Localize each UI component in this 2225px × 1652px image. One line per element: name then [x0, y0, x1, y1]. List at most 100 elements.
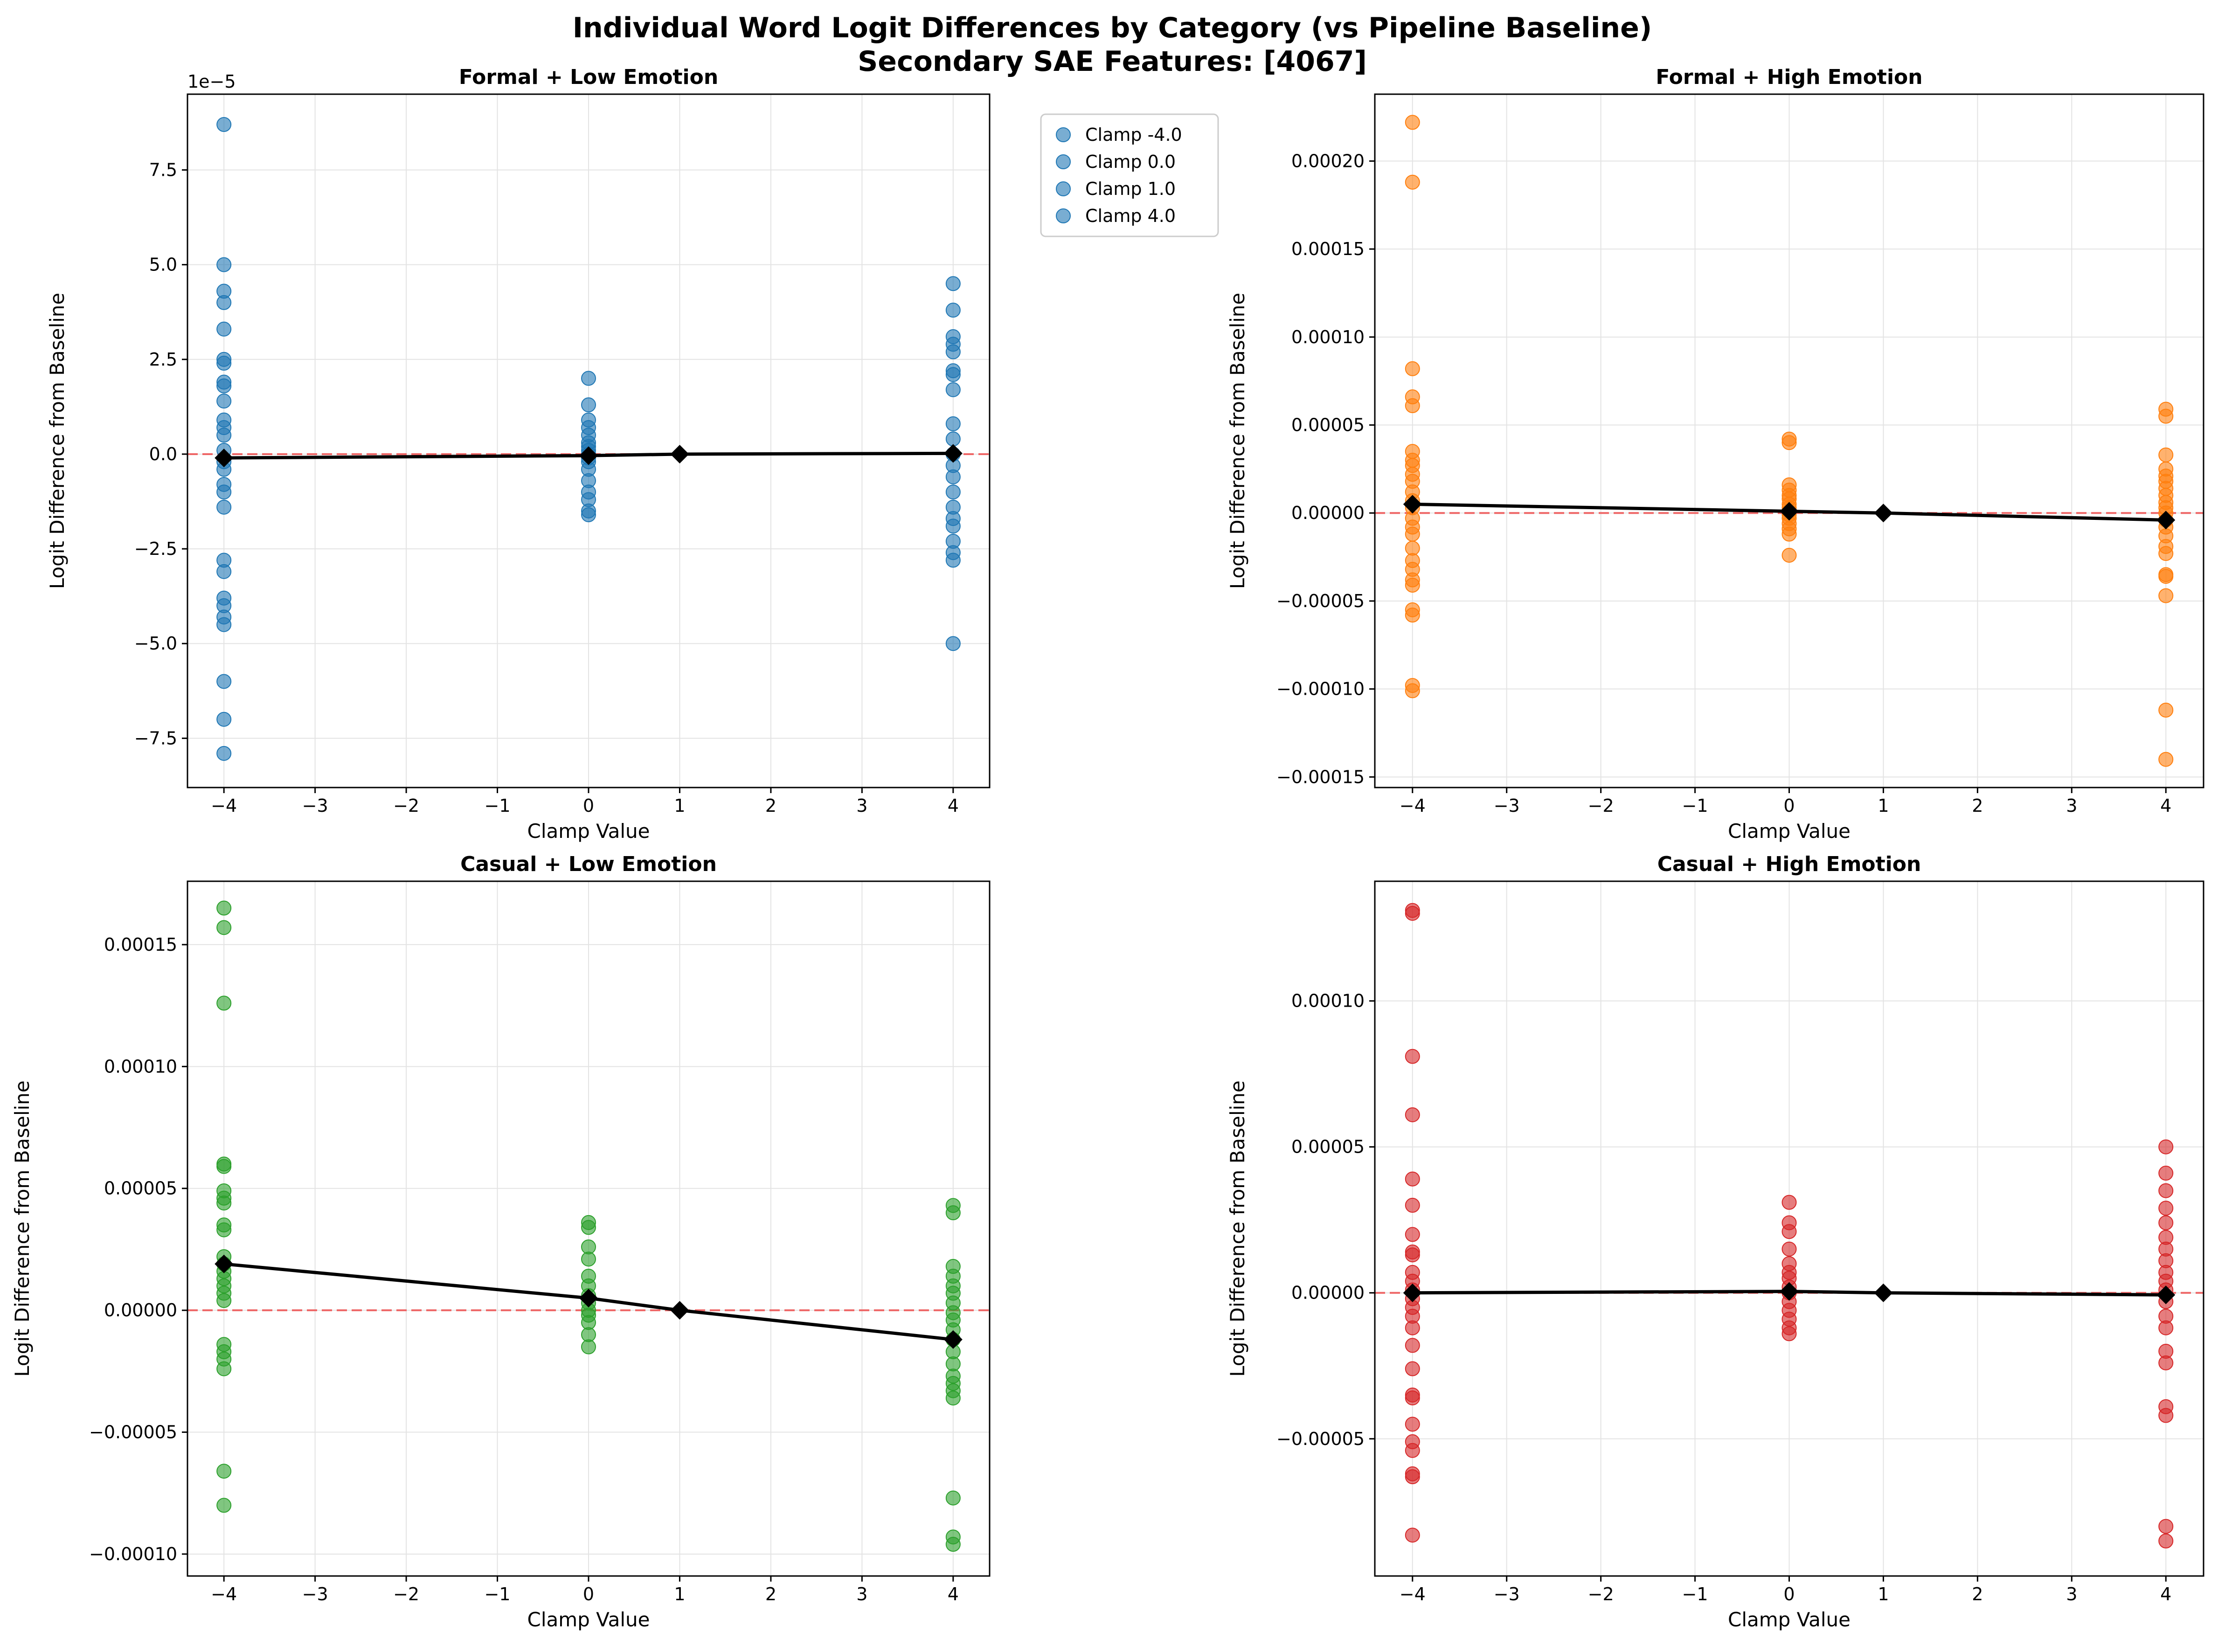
subplot-title: Formal + High Emotion [1656, 65, 1922, 89]
x-tick-label: −1 [485, 1584, 511, 1604]
legend-entry: Clamp 0.0 [1085, 152, 1176, 172]
subplot-title: Casual + Low Emotion [460, 852, 717, 876]
data-point [2158, 752, 2174, 767]
data-point [1405, 577, 1420, 593]
data-point [2158, 1215, 2174, 1230]
legend-marker [1056, 181, 1071, 196]
y-tick-label: 0.00000 [104, 1300, 177, 1320]
mean-line [1412, 502, 2166, 522]
data-point [1405, 1320, 1420, 1335]
x-tick-label: 1 [674, 795, 685, 816]
y-axis-label: Logit Difference from Baseline [11, 1080, 34, 1377]
data-point [216, 499, 232, 515]
legend-entry: Clamp -4.0 [1085, 124, 1182, 145]
data-point [945, 431, 961, 447]
mean-marker [943, 444, 963, 463]
y-tick-label: −0.00015 [1276, 767, 1365, 787]
y-axis-label: Logit Difference from Baseline [1226, 1080, 1249, 1377]
data-point [216, 428, 232, 443]
data-point [945, 1537, 961, 1552]
data-point [1405, 1528, 1420, 1543]
y-tick-label: 0.00005 [1291, 1137, 1365, 1157]
x-axis-label: Clamp Value [527, 1608, 650, 1631]
mean-marker [2156, 1286, 2176, 1305]
y-tick-label: 0.00005 [1291, 415, 1365, 435]
x-tick-label: 3 [2066, 795, 2077, 816]
x-tick-label: 0 [583, 1584, 594, 1604]
legend-marker [1056, 154, 1071, 169]
data-point [1781, 1241, 1797, 1257]
x-tick-label: −3 [1494, 795, 1520, 816]
y-tick-label: 0.00010 [1291, 327, 1365, 347]
mean-marker [215, 1254, 234, 1273]
subplot-casual-high-emotion: −4 −3 −2 −1 0 1 2 3 4 −0.00005 0.00000 0.00005 0.000… [1226, 852, 2204, 1631]
mean-marker [2156, 511, 2176, 530]
data-point [216, 378, 232, 394]
data-point [1781, 1195, 1797, 1210]
x-tick-label: −2 [393, 1584, 419, 1604]
data-point [216, 617, 232, 632]
data-point [2158, 569, 2174, 584]
data-point [216, 1159, 232, 1174]
data-point [1781, 526, 1797, 542]
data-point [216, 295, 232, 310]
data-point [2158, 1183, 2174, 1198]
mean-line [223, 1262, 954, 1341]
x-tick-label: 3 [2066, 1584, 2077, 1604]
x-tick-label: 2 [765, 1584, 776, 1604]
x-tick-label: 1 [1878, 1584, 1889, 1604]
x-tick-label: −4 [1400, 795, 1426, 816]
data-point [1405, 398, 1420, 414]
data-point [581, 1251, 596, 1267]
mean-marker [1874, 1283, 1893, 1302]
x-tick-label: 2 [765, 795, 776, 816]
y-tick-label: 0.0 [149, 444, 177, 464]
data-point [1405, 526, 1420, 542]
x-tick-label: −4 [211, 1584, 237, 1604]
y-tick-label: −0.00010 [1276, 679, 1365, 699]
y-axis-label: Logit Difference from Baseline [46, 293, 69, 589]
x-tick-label: 4 [948, 795, 959, 816]
data-point [945, 367, 961, 382]
data-point [2158, 546, 2174, 561]
data-point [945, 1205, 961, 1221]
data-point [216, 394, 232, 409]
data-point [581, 1339, 596, 1355]
data-point [1781, 435, 1797, 450]
data-point [2158, 1320, 2174, 1335]
data-point [216, 1464, 232, 1479]
data-point [581, 507, 596, 522]
data-point [945, 1390, 961, 1406]
data-point [216, 1361, 232, 1376]
data-point [216, 746, 232, 761]
mean-marker [943, 1330, 963, 1349]
mean-marker [670, 1301, 689, 1320]
data-point [2158, 1166, 2174, 1181]
data-point [216, 1498, 232, 1513]
data-point [1405, 1417, 1420, 1432]
x-axis-label: Clamp Value [527, 820, 650, 843]
x-tick-label: 2 [1972, 795, 1983, 816]
x-tick-label: −4 [1400, 1584, 1426, 1604]
data-point [216, 564, 232, 579]
y-offset-text: 1e−5 [187, 71, 236, 92]
subplot-formal-high-emotion: −4 −3 −2 −1 0 1 2 3 4 −0.00015 −0.00010 −0.00005 0.0… [1226, 65, 2204, 843]
data-point [945, 553, 961, 568]
subplot-casual-low-emotion: −4 −3 −2 −1 0 1 2 3 4 −0.00010 −0.00005 0.00000 0.00… [11, 852, 991, 1631]
data-point [2158, 1139, 2174, 1154]
data-point [1405, 115, 1420, 130]
data-point [581, 397, 596, 413]
data-point [2158, 1355, 2174, 1370]
y-tick-label: 0.00000 [1291, 1283, 1365, 1303]
x-tick-label: 2 [1972, 1584, 1983, 1604]
data-point [2158, 408, 2174, 424]
data-point [1405, 1361, 1420, 1376]
mean-marker [1403, 495, 1422, 514]
mean-marker [670, 444, 689, 463]
data-point [945, 382, 961, 397]
data-point [2158, 1408, 2174, 1423]
y-tick-label: −2.5 [134, 539, 177, 559]
x-tick-label: 3 [856, 795, 867, 816]
data-point [945, 1490, 961, 1506]
